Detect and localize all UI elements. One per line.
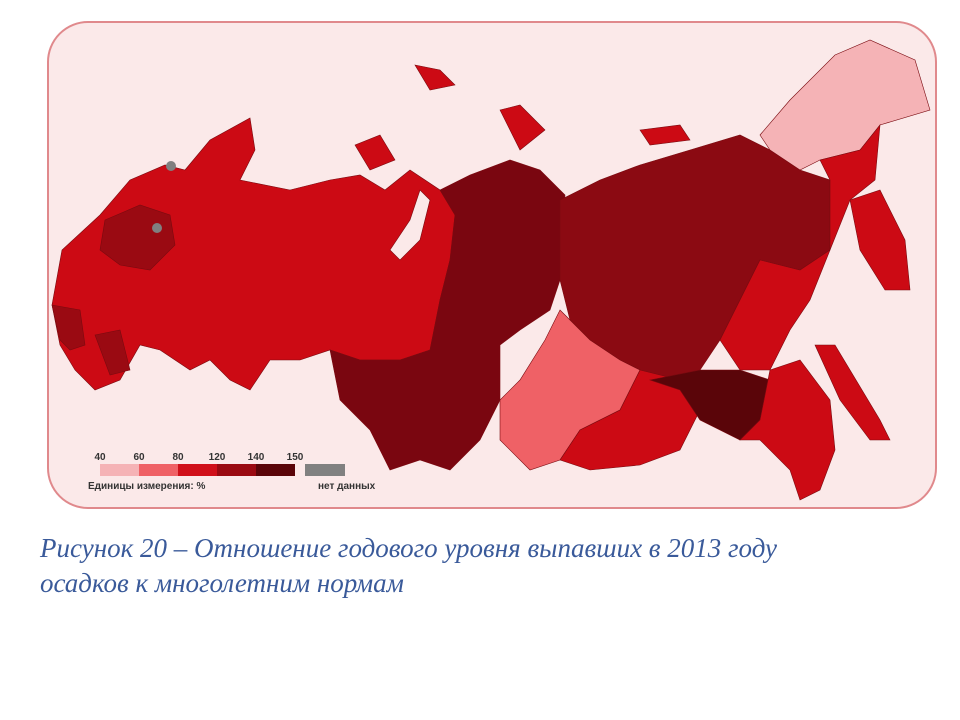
no-data-label: нет данных	[318, 481, 376, 492]
region-sakhalin	[814, 344, 891, 441]
region-krasnoyarsk	[329, 159, 566, 471]
region-magadan	[819, 124, 881, 251]
caption-line: Рисунок 20 – Отношение годового уровня в…	[39, 533, 777, 563]
legend-swatch	[178, 464, 217, 476]
legend-tick-label: 120	[209, 452, 226, 463]
region-south-dark	[51, 304, 131, 376]
legend-tick-label: 150	[287, 452, 304, 463]
legend: 40 60 80 120 140 150	[94, 452, 304, 476]
no-data-point	[152, 223, 162, 233]
legend-tick-label: 80	[172, 452, 184, 463]
legend-units: Единицы измерения: %	[88, 481, 205, 492]
legend-swatch	[217, 464, 256, 476]
caption-line: осадков к многолетним нормам	[40, 568, 404, 598]
region-yamal	[389, 189, 431, 261]
region-chukotka	[759, 39, 931, 171]
legend-swatch	[256, 464, 295, 476]
legend-tick-label: 60	[133, 452, 145, 463]
legend-tick-label: 140	[248, 452, 265, 463]
region-central-dark	[99, 204, 176, 271]
no-data-point	[166, 161, 176, 171]
region-kamchatka	[849, 189, 911, 291]
legend-swatch	[139, 464, 178, 476]
legend-tick-label: 40	[94, 452, 106, 463]
legend-swatch	[100, 464, 139, 476]
map	[51, 39, 931, 501]
no-data-swatch	[305, 464, 345, 476]
islands-north	[354, 64, 691, 171]
region-primorye	[739, 359, 836, 501]
region-khabarovsk	[719, 249, 831, 371]
